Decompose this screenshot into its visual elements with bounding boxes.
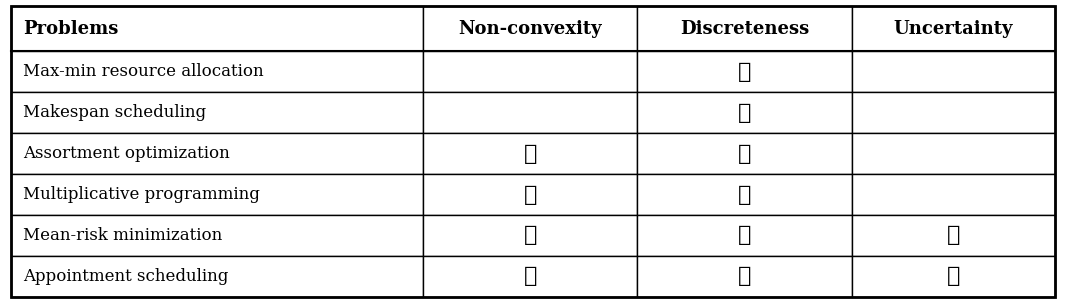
Text: Appointment scheduling: Appointment scheduling — [23, 268, 229, 285]
Text: ✓: ✓ — [947, 225, 960, 247]
Bar — [423, 174, 637, 215]
Bar — [423, 92, 637, 133]
Text: Uncertainty: Uncertainty — [893, 20, 1014, 38]
Text: Max-min resource allocation: Max-min resource allocation — [23, 63, 264, 80]
Bar — [637, 174, 852, 215]
Text: ✓: ✓ — [738, 265, 752, 288]
Text: Mean-risk minimization: Mean-risk minimization — [23, 227, 223, 244]
Text: Problems: Problems — [23, 20, 118, 38]
Text: Makespan scheduling: Makespan scheduling — [23, 104, 207, 121]
Bar — [852, 92, 1055, 133]
Bar — [11, 133, 423, 174]
Bar — [11, 6, 423, 51]
Bar — [423, 256, 637, 297]
Text: ✓: ✓ — [738, 102, 752, 124]
Bar — [637, 92, 852, 133]
Bar — [637, 215, 852, 256]
Bar — [852, 6, 1055, 51]
Text: ✓: ✓ — [523, 142, 537, 165]
Bar — [11, 174, 423, 215]
Text: Assortment optimization: Assortment optimization — [23, 145, 230, 162]
Bar — [637, 51, 852, 92]
Text: ✓: ✓ — [947, 265, 960, 288]
Bar — [423, 133, 637, 174]
Bar — [852, 215, 1055, 256]
Bar — [852, 174, 1055, 215]
Bar — [852, 133, 1055, 174]
Text: ✓: ✓ — [523, 184, 537, 205]
Text: ✓: ✓ — [738, 142, 752, 165]
Text: Discreteness: Discreteness — [680, 20, 809, 38]
Bar — [11, 256, 423, 297]
Bar — [11, 215, 423, 256]
Text: Multiplicative programming: Multiplicative programming — [23, 186, 260, 203]
Bar — [423, 215, 637, 256]
Text: ✓: ✓ — [523, 265, 537, 288]
Bar — [423, 6, 637, 51]
Bar — [423, 51, 637, 92]
Bar — [637, 256, 852, 297]
Text: ✓: ✓ — [738, 184, 752, 205]
Text: ✓: ✓ — [738, 61, 752, 83]
Bar — [11, 51, 423, 92]
Text: ✓: ✓ — [738, 225, 752, 247]
Bar — [637, 133, 852, 174]
Bar — [11, 92, 423, 133]
Bar — [637, 6, 852, 51]
Bar — [852, 256, 1055, 297]
Text: ✓: ✓ — [523, 225, 537, 247]
Text: Non-convexity: Non-convexity — [458, 20, 602, 38]
Bar — [852, 51, 1055, 92]
